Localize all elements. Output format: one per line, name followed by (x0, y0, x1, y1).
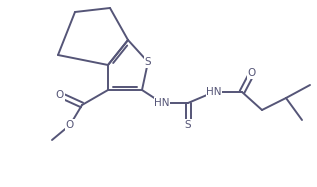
Text: S: S (145, 57, 151, 67)
Text: S: S (185, 120, 191, 130)
Text: O: O (66, 120, 74, 130)
Text: O: O (248, 68, 256, 78)
Text: HN: HN (154, 98, 170, 108)
Text: O: O (56, 90, 64, 100)
Text: HN: HN (206, 87, 222, 97)
